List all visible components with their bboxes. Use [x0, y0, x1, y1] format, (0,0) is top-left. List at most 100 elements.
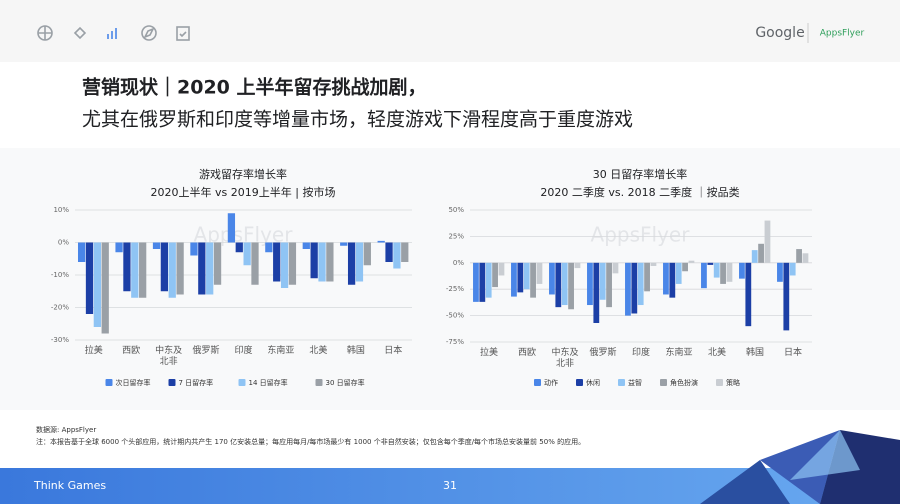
- legend-label: 休闲: [586, 378, 600, 387]
- bar: [235, 242, 243, 253]
- bar: [206, 242, 214, 295]
- legend-label: 14 日留存率: [249, 378, 288, 387]
- bar: [101, 242, 109, 334]
- bar: [574, 262, 581, 269]
- bar: [227, 213, 236, 243]
- y-tick-label: -25%: [446, 285, 464, 293]
- legend-label: 次日留存率: [116, 378, 151, 387]
- bar: [650, 262, 657, 266]
- bar: [393, 242, 401, 269]
- x-tick-label: 印度: [631, 348, 650, 358]
- y-tick-label: 25%: [448, 232, 464, 240]
- bar: [663, 262, 669, 295]
- bar: [377, 240, 385, 243]
- y-tick-label: -30%: [51, 336, 69, 344]
- bar: [93, 242, 101, 327]
- note: 注：本报告基于全球 6000 个头部应用，统计期内共产生 170 亿安装总量；每…: [36, 437, 585, 446]
- x-tick-label: 中东及北非: [155, 346, 183, 367]
- legend-label: 策略: [726, 378, 740, 387]
- y-tick-label: -10%: [51, 271, 69, 279]
- bar: [707, 262, 714, 265]
- x-tick-label: 拉美: [84, 346, 103, 356]
- chart-title: 30 日留存率增长率: [593, 167, 688, 181]
- bar: [168, 242, 176, 298]
- legend-swatch: [660, 379, 667, 386]
- bar: [385, 242, 393, 262]
- bar: [251, 242, 259, 285]
- y-tick-label: 10%: [53, 206, 69, 214]
- bar: [123, 242, 131, 292]
- legend-swatch: [315, 379, 323, 386]
- chart-subtitle: 2020 二季度 vs. 2018 二季度 ｜按品类: [540, 185, 739, 199]
- bar: [739, 262, 745, 279]
- y-tick-label: 0%: [58, 239, 69, 247]
- bar: [549, 262, 555, 295]
- legend-label: 益智: [628, 378, 642, 387]
- y-tick-label: 0%: [453, 259, 464, 267]
- y-tick-label: 50%: [448, 206, 464, 214]
- x-tick-label: 日本: [384, 346, 403, 356]
- bar: [355, 242, 364, 282]
- x-tick-label: 东南亚: [665, 348, 693, 358]
- bar: [160, 242, 169, 292]
- bar: [802, 253, 809, 263]
- logo-appsflyer: AppsFlyer: [820, 29, 865, 39]
- bar: [701, 262, 707, 289]
- bar: [176, 242, 184, 295]
- legend-label: 动作: [544, 378, 558, 387]
- bar: [340, 242, 348, 246]
- legend-swatch: [534, 379, 541, 386]
- legend-swatch: [105, 379, 113, 386]
- x-tick-label: 东南亚: [267, 346, 295, 356]
- bar: [530, 262, 536, 298]
- bar: [243, 242, 251, 266]
- x-tick-label: 日本: [783, 348, 802, 358]
- y-tick-label: -50%: [446, 312, 464, 320]
- x-tick-label: 西欧: [122, 346, 141, 356]
- chart-title: 游戏留存率增长率: [199, 167, 287, 181]
- bar: [523, 262, 530, 290]
- bar: [688, 260, 695, 263]
- bar: [751, 250, 758, 263]
- bar: [492, 262, 498, 288]
- legend-swatch: [576, 379, 583, 386]
- bar: [612, 262, 619, 274]
- bar: [139, 242, 147, 298]
- bar: [726, 262, 733, 282]
- bar: [190, 242, 198, 256]
- legend-swatch: [716, 379, 723, 386]
- bar: [85, 242, 94, 314]
- bar: [273, 242, 281, 282]
- x-tick-label: 韩国: [346, 346, 365, 356]
- bar: [675, 262, 682, 284]
- bar: [265, 242, 273, 253]
- page-number: 31: [443, 479, 457, 492]
- bar: [511, 262, 517, 297]
- bar: [473, 262, 479, 302]
- bar: [625, 262, 631, 316]
- bar: [213, 242, 222, 285]
- x-tick-label: 北美: [707, 348, 726, 358]
- bar: [631, 262, 638, 314]
- bar: [568, 262, 574, 310]
- bar: [318, 242, 326, 282]
- x-tick-label: 北美: [309, 346, 328, 356]
- bar: [713, 262, 720, 278]
- bar: [517, 262, 524, 293]
- bar: [587, 262, 593, 306]
- bar: [498, 262, 505, 276]
- slide-title: 营销现状｜2020 上半年留存挑战加剧，: [82, 76, 427, 99]
- legend-swatch: [168, 379, 176, 386]
- footer-brand: Think Games: [33, 479, 106, 492]
- bar: [599, 262, 606, 300]
- bar: [115, 242, 123, 253]
- bar: [637, 262, 644, 306]
- bar: [758, 243, 764, 263]
- bar: [561, 262, 568, 306]
- bar: [606, 262, 612, 308]
- y-tick-label: -75%: [446, 338, 464, 346]
- chart-subtitle: 2020上半年 vs 2019上半年 | 按市场: [151, 185, 336, 199]
- footer-decoration: [700, 430, 900, 504]
- bar: [347, 242, 356, 285]
- legend-label: 30 日留存率: [326, 378, 365, 387]
